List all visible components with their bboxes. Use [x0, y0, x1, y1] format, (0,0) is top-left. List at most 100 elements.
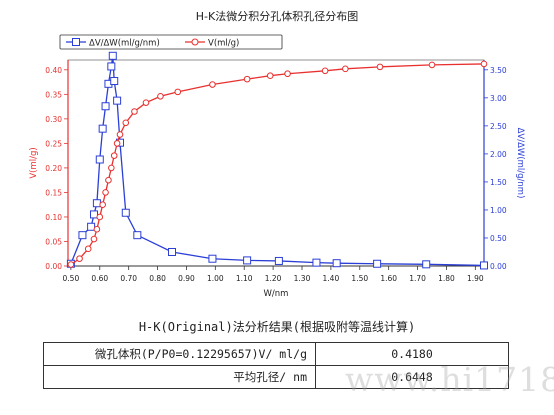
series-v-point: [321, 67, 329, 75]
series-v-point: [108, 164, 115, 172]
y-right-tick-label: 1.00: [490, 206, 507, 215]
y-left-tick-label: 0.25: [45, 139, 62, 148]
plot-area-frame: [67, 59, 485, 267]
results-title: H-K(Original)法分析结果(根据吸附等温线计算): [138, 320, 416, 334]
x-tick-label: 1.70: [409, 274, 426, 283]
x-tick-label: 0.60: [91, 274, 108, 283]
series-dv-point: [480, 261, 488, 270]
x-axis-label: W/nm: [264, 289, 289, 299]
table-row: 平均孔径/ nm 0.6448: [43, 365, 509, 389]
micropore-volume-label: 微孔体积(P/P0=0.12295657)V/ ml/g: [43, 342, 316, 366]
y-right-tick-label: 0.50: [490, 234, 507, 243]
series-dv-point: [78, 231, 87, 240]
table-row: 微孔体积(P/P0=0.12295657)V/ ml/g 0.4180: [43, 342, 509, 366]
y-left-tick-label: 0.15: [45, 188, 62, 197]
legend-frame: [59, 34, 283, 50]
series-dv-point: [121, 208, 130, 217]
y-axis-right-label: ΔV/ΔW(ml/g/nm): [515, 128, 525, 199]
y-left-tick-label: 0.05: [45, 237, 62, 246]
series-v-point: [76, 255, 83, 262]
y-right-tick-label: 3.50: [490, 66, 507, 75]
x-tick-label: 0.70: [120, 274, 137, 283]
x-tick-label: 1.50: [351, 274, 368, 283]
x-tick-label: 1.60: [380, 274, 397, 283]
series-dv-point: [373, 259, 382, 268]
series-dv-point: [92, 199, 101, 208]
series-dv-point: [208, 254, 217, 263]
series-v-point: [90, 235, 98, 243]
x-tick-label: 1.90: [467, 274, 484, 283]
series-layer: [66, 51, 488, 270]
series-dv-point: [90, 210, 98, 219]
series-dv-point: [98, 124, 107, 133]
y-left-tick-label: 0.40: [45, 66, 62, 75]
legend-dv-label: ΔV/ΔW(ml/g/nm): [89, 39, 160, 49]
series-v-point: [342, 65, 349, 73]
x-tick-label: 0.80: [149, 274, 166, 283]
series-dv-point: [312, 258, 321, 267]
series-dv-point: [101, 102, 110, 111]
x-tick-label: 0.90: [178, 274, 195, 283]
y-left-tick-label: 0.30: [45, 115, 62, 124]
series-v-point: [102, 189, 109, 196]
y-left-tick-label: 0.10: [45, 213, 62, 222]
x-tick-label: 0.50: [63, 274, 80, 283]
series-v-point: [157, 92, 164, 100]
series-v-point: [93, 225, 101, 233]
y-right-tick-label: 3.00: [490, 94, 507, 103]
x-tick-label: 1.40: [323, 274, 340, 283]
series-dv-point: [133, 231, 142, 240]
chart-title: H-K法微分积分孔体积孔径分布图: [196, 9, 358, 23]
series-v-point: [142, 99, 150, 106]
series-dv-point: [332, 259, 341, 268]
series-dv-point: [107, 62, 116, 71]
series-v-point: [67, 261, 75, 268]
watermark: www.hi1718.com: [345, 360, 554, 399]
series-v-point: [376, 63, 384, 71]
results-table: 微孔体积(P/P0=0.12295657)V/ ml/g 0.4180 平均孔径…: [43, 342, 509, 389]
micropore-volume-value: 0.4180: [315, 342, 509, 366]
legend-v-label: V(ml/g): [208, 39, 239, 49]
y-left-tick-label: 0.35: [45, 90, 62, 99]
series-v-point: [96, 213, 104, 221]
series-v-line: [70, 63, 485, 266]
series-dv-point: [95, 155, 104, 164]
y-left-tick-label: 0.00: [45, 262, 62, 271]
series-v-point: [105, 176, 112, 184]
series-v-point: [116, 131, 124, 138]
axes: 0.50 0.60 0.70 0.80 0.90 1.00 1.10 1.20 1.30 1.40…: [45, 60, 507, 283]
series-v-point: [209, 81, 216, 88]
series-dv-point: [168, 247, 176, 256]
series-v-point: [266, 72, 274, 79]
series-dv-point: [113, 96, 122, 105]
series-v-point: [99, 201, 106, 208]
y-left-tick-label: 0.20: [45, 164, 62, 173]
pore-distribution-chart: H-K法微分积分孔体积孔径分布图 ΔV/ΔW(ml/g/nm) V(ml/g) …: [29, 9, 525, 299]
series-v-point: [243, 75, 251, 83]
y-right-tick-label: 2.50: [490, 122, 507, 131]
series-dv-point: [422, 260, 431, 269]
y-right-tick-label: 0.00: [490, 262, 507, 271]
series-dv-point: [243, 256, 252, 265]
x-tick-label: 1.00: [207, 274, 224, 283]
x-tick-label: 1.80: [438, 274, 455, 283]
y-right-tick-label: 2.00: [490, 150, 507, 159]
x-tick-label: 1.30: [294, 274, 311, 283]
series-v-point: [84, 245, 92, 253]
x-tick-label: 1.20: [265, 274, 282, 283]
series-dv-point: [274, 256, 283, 265]
chart-legend: ΔV/ΔW(ml/g/nm) V(ml/g): [59, 34, 283, 50]
series-v-point: [480, 60, 488, 68]
series-v-point: [428, 61, 436, 69]
avg-pore-size-value: 0.6448: [315, 365, 509, 389]
y-axis-left-label: V(ml/g): [29, 147, 39, 178]
legend-v-circle-icon: [191, 38, 199, 46]
x-tick-label: 1.10: [236, 274, 253, 283]
series-v-point: [113, 140, 121, 147]
legend-dv-square-icon: [72, 38, 80, 46]
y-right-tick-label: 1.50: [490, 178, 507, 187]
series-v-point: [284, 70, 291, 78]
series-v-point: [110, 152, 118, 159]
avg-pore-size-label: 平均孔径/ nm: [43, 365, 316, 389]
series-v-point: [131, 108, 138, 115]
